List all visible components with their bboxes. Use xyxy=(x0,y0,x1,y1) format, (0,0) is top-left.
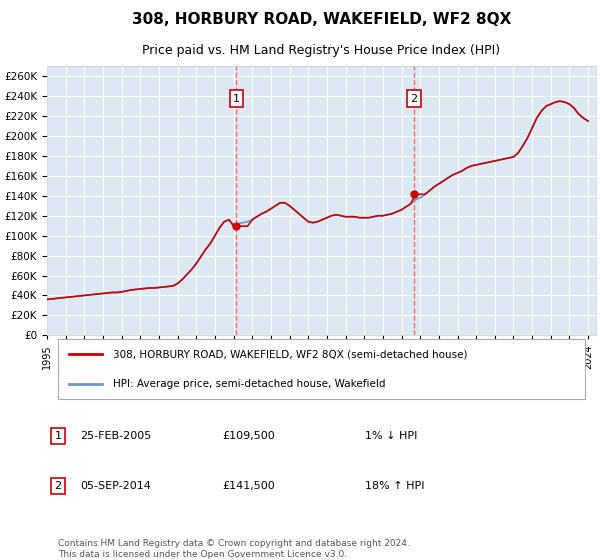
Text: 308, HORBURY ROAD, WAKEFIELD, WF2 8QX: 308, HORBURY ROAD, WAKEFIELD, WF2 8QX xyxy=(132,12,511,27)
FancyBboxPatch shape xyxy=(58,339,585,399)
Text: 308, HORBURY ROAD, WAKEFIELD, WF2 8QX (semi-detached house): 308, HORBURY ROAD, WAKEFIELD, WF2 8QX (s… xyxy=(113,349,467,359)
Text: 2: 2 xyxy=(55,481,62,491)
Text: £109,500: £109,500 xyxy=(223,431,275,441)
Text: £141,500: £141,500 xyxy=(223,481,275,491)
Text: 1: 1 xyxy=(55,431,61,441)
Text: 2: 2 xyxy=(410,94,418,104)
Text: HPI: Average price, semi-detached house, Wakefield: HPI: Average price, semi-detached house,… xyxy=(113,379,385,389)
Text: 1: 1 xyxy=(233,94,240,104)
Text: Contains HM Land Registry data © Crown copyright and database right 2024.
This d: Contains HM Land Registry data © Crown c… xyxy=(58,539,410,559)
Text: 18% ↑ HPI: 18% ↑ HPI xyxy=(365,481,425,491)
Text: 25-FEB-2005: 25-FEB-2005 xyxy=(80,431,151,441)
Text: 05-SEP-2014: 05-SEP-2014 xyxy=(80,481,151,491)
Text: 1% ↓ HPI: 1% ↓ HPI xyxy=(365,431,418,441)
Text: Price paid vs. HM Land Registry's House Price Index (HPI): Price paid vs. HM Land Registry's House … xyxy=(142,44,500,57)
